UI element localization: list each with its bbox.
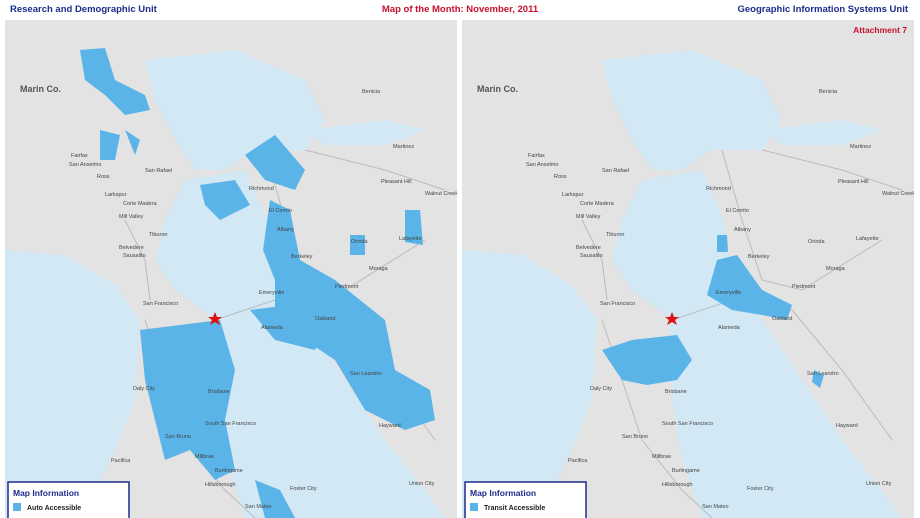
place-label: Piedmont [335,284,359,290]
place-label: Berkeley [748,254,770,260]
place-label: Piedmont [792,284,816,290]
place-label: Brisbane [208,389,230,395]
place-label: Walnut Creek [425,191,457,197]
place-label: Berkeley [291,254,313,260]
place-label: Pacifica [111,458,131,464]
place-label: Burlingame [215,468,243,474]
place-label: Martinez [850,144,871,150]
place-label: Hayward [836,423,858,429]
place-label: Orinda [351,239,368,245]
place-label: Foster City [747,486,774,492]
place-label: Belvedere [119,245,144,251]
place-label: Corte Madera [580,201,615,207]
place-label: San Mateo [245,504,272,510]
header-left: Research and Demographic Unit [10,4,157,15]
legend: Map Information Transit Accessible [464,481,587,518]
place-label: San Rafael [145,168,172,174]
place-label: Emeryville [259,290,284,296]
place-label: San Bruno [165,434,191,440]
place-label: Benicia [819,89,838,95]
place-label: San Francisco [143,301,178,307]
place-label: Benicia [362,89,381,95]
star-marker [208,312,222,325]
place-label: Oakland [315,316,336,322]
place-label: Albany [734,227,751,233]
legend: Map Information Auto Accessible [7,481,130,518]
place-label: South San Francisco [205,421,256,427]
place-label: Fairfax [528,153,545,159]
place-label: Sausalito [580,253,603,259]
place-label: Marin Co. [20,84,61,94]
place-label: Foster City [290,486,317,492]
place-label: Albany [277,227,294,233]
place-label: Emeryville [716,290,741,296]
place-label: Larkspur [105,192,127,198]
place-label: San Anselmo [526,162,558,168]
place-label: San Anselmo [69,162,101,168]
place-label: Martinez [393,144,414,150]
place-label: El Cerrito [726,208,749,214]
place-label: Hayward [379,423,401,429]
place-label: Mill Valley [576,214,601,220]
place-label: Moraga [826,266,846,272]
place-label: Alameda [718,325,741,331]
place-label: Corte Madera [123,201,158,207]
star-marker [665,312,679,325]
transit-accessible-areas [602,235,824,388]
place-label: Ross [554,174,567,180]
place-label: Brisbane [665,389,687,395]
place-label: Richmond [706,186,731,192]
place-label: Larkspur [562,192,584,198]
place-label: San Leandro [350,371,382,377]
place-label: Alameda [261,325,284,331]
place-label: Union City [866,481,892,487]
place-label: Hillsborough [205,482,236,488]
place-label: Ross [97,174,110,180]
place-label: San Francisco [600,301,635,307]
place-label: Mill Valley [119,214,144,220]
place-label: Richmond [249,186,274,192]
map-panel: Attachment 7 Marin Co. Benicia Martinez Fai… [462,20,914,518]
place-label: Millbrae [195,454,214,460]
place-label: Lafayette [856,236,879,242]
map-panel: Marin Co. Benicia Martinez Fairfax San Ansel… [5,20,457,518]
auto-accessible-areas [80,48,435,518]
place-label: Burlingame [672,468,700,474]
place-label: Millbrae [652,454,671,460]
place-label: Belvedere [576,245,601,251]
place-label: Hillsborough [662,482,693,488]
place-label: San Bruno [622,434,648,440]
place-label: South San Francisco [662,421,713,427]
place-label: Moraga [369,266,389,272]
place-label: Daly City [133,386,155,392]
place-label: Pleasant Hill [381,179,412,185]
place-label: Fairfax [71,153,88,159]
place-label: Marin Co. [477,84,518,94]
place-label: Union City [409,481,435,487]
place-label: Sausalito [123,253,146,259]
place-label: El Cerrito [269,208,292,214]
header-center: Map of the Month: November, 2011 [381,4,539,15]
legend-item: Transit Accessible [484,505,545,512]
place-label: San Mateo [702,504,729,510]
place-label: Tiburon [606,232,624,238]
place-label: San Rafael [602,168,629,174]
place-label: Lafayette [399,236,422,242]
legend-title: Map Information [13,488,79,498]
legend-item: Auto Accessible [27,505,81,512]
place-label: Walnut Creek [882,191,914,197]
place-label: Pleasant Hill [838,179,869,185]
header-right: Geographic Information Systems Unit [737,4,909,15]
place-label: San Leandro [807,371,839,377]
place-label: Tiburon [149,232,167,238]
attachment-label: Attachment 7 [853,25,907,35]
place-label: Orinda [808,239,825,245]
place-label: Pacifica [568,458,588,464]
place-label: Oakland [772,316,793,322]
legend-title: Map Information [470,488,536,498]
place-label: Daly City [590,386,612,392]
